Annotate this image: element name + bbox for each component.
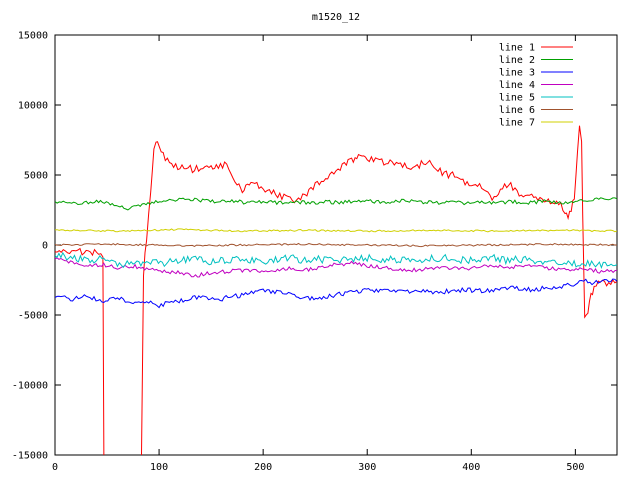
x-tick-label: 300: [358, 462, 376, 473]
y-tick-label: -15000: [12, 451, 48, 462]
y-tick-label: -10000: [12, 381, 48, 392]
series-line-5: [55, 251, 617, 270]
x-tick-label: 200: [254, 462, 272, 473]
x-axis: 0 100 200 300 400 500: [52, 35, 584, 473]
series-line-2: [55, 197, 617, 211]
y-tick-label: 15000: [18, 31, 48, 42]
y-tick-label: 10000: [18, 101, 48, 112]
x-tick-label: 100: [150, 462, 168, 473]
legend-label-7: line 7: [499, 118, 535, 129]
legend-label-3: line 3: [499, 68, 535, 79]
series-line-1: [55, 125, 617, 455]
legend-label-6: line 6: [499, 105, 535, 116]
x-tick-label: 400: [462, 462, 480, 473]
y-tick-label: 0: [42, 241, 48, 252]
chart-title: m1520_12: [312, 12, 360, 23]
y-tick-label: 5000: [24, 171, 48, 182]
legend-label-2: line 2: [499, 55, 535, 66]
series-line-3: [55, 278, 617, 309]
series-line-4: [55, 257, 617, 278]
series-line-7: [55, 228, 617, 233]
legend-label-4: line 4: [499, 80, 535, 91]
legend-label-5: line 5: [499, 93, 535, 104]
x-tick-label: 500: [566, 462, 584, 473]
y-tick-label: -5000: [18, 311, 48, 322]
legend-label-1: line 1: [499, 43, 535, 54]
x-tick-label: 0: [52, 462, 58, 473]
series-line-6: [55, 242, 617, 248]
